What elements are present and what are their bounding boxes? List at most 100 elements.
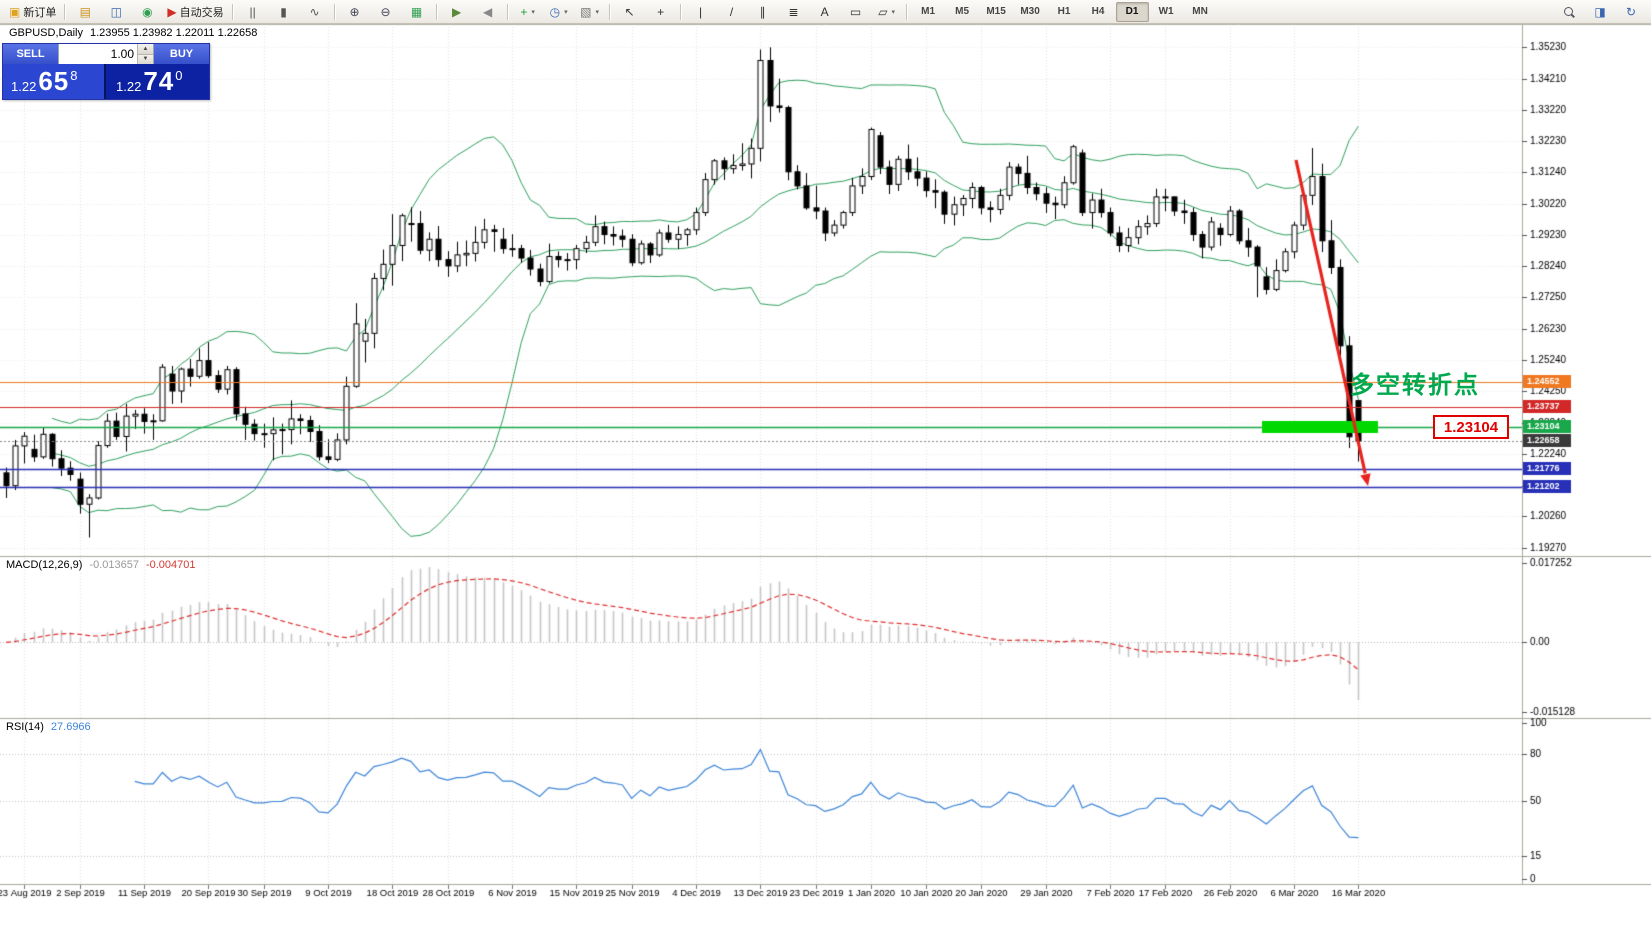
chevron-down-icon: ▾ — [564, 8, 568, 16]
timeframe-w1-button[interactable]: W1 — [1158, 6, 1174, 17]
label-icon: ▭ — [849, 4, 862, 19]
toolbar-separator — [608, 3, 611, 20]
chevron-down-icon: ▾ — [595, 8, 599, 16]
bar-chart-icon[interactable]: || — [238, 1, 268, 23]
autotrading-button[interactable]: ▶ 自动交易 — [163, 1, 227, 23]
toolbar-separator — [435, 3, 438, 20]
timeframe-d1-button[interactable]: D1 — [1115, 1, 1149, 22]
symbols-icon[interactable]: ▤ — [70, 1, 100, 23]
indicators-icon[interactable]: + ▾ — [513, 1, 543, 23]
cursor-icon[interactable]: ↖ — [615, 1, 645, 23]
timeframe-m5-button[interactable]: M5 — [955, 6, 970, 17]
zoom-in-icon[interactable]: ⊕ — [340, 1, 370, 23]
trendline-icon[interactable]: / — [717, 1, 747, 23]
zoom-out-icon[interactable]: ⊖ — [371, 1, 401, 23]
fibonacci-icon: ≣ — [788, 4, 799, 19]
volume-increase-button[interactable]: ▲ — [138, 44, 153, 55]
periods-icon: ◷ — [549, 4, 561, 19]
chart-ohlc-header: GBPUSD,Daily 1.23955 1.23982 1.22011 1.22… — [9, 27, 257, 39]
zoom-in-icon: ⊕ — [349, 4, 360, 19]
new-window-icon[interactable]: ◨ — [1585, 1, 1615, 23]
macd-signal-value: -0.004701 — [145, 559, 196, 571]
toolbar-separator — [64, 3, 67, 20]
chart-shift-icon: ◀ — [482, 4, 493, 19]
zoom-out-icon: ⊖ — [380, 4, 391, 19]
toolbar-separator — [333, 3, 336, 20]
line-chart-icon: ∿ — [309, 4, 320, 19]
label-icon[interactable]: ▭ — [841, 1, 871, 23]
toolbar-separator — [905, 3, 908, 20]
autotrading-button-label: 自动交易 — [179, 6, 224, 19]
chart-ohlc-values: 1.23955 1.23982 1.22011 1.22658 — [89, 27, 258, 39]
candlestick-chart-icon: ▮ — [280, 4, 287, 19]
rsi-name: RSI(14) — [6, 721, 44, 733]
search-icon — [1564, 6, 1574, 17]
new-order-button: ▣ — [9, 4, 21, 19]
search-icon[interactable] — [1554, 1, 1584, 23]
volume-decrease-button[interactable]: ▼ — [138, 54, 153, 64]
timeframe-m15-button[interactable]: M15 — [986, 6, 1006, 17]
indicators-icon: + — [520, 4, 528, 19]
timeframe-h1-button[interactable]: H1 — [1057, 6, 1071, 17]
profile-icon[interactable]: ◫ — [101, 1, 131, 23]
volume-stepper: ▲ ▼ — [137, 44, 153, 64]
refresh-icon: ↻ — [1625, 4, 1637, 19]
auto-scroll-icon: ▶ — [451, 4, 462, 19]
sell-price[interactable]: 1.22 65 8 — [3, 64, 104, 99]
buy-price-point: 0 — [175, 68, 183, 83]
bar-chart-icon: || — [249, 4, 256, 19]
buy-price[interactable]: 1.22 74 0 — [104, 64, 209, 99]
timeframe-m1-button[interactable]: M1 — [921, 6, 936, 17]
vertical-line-icon: | — [699, 4, 703, 19]
crosshair-icon[interactable]: + — [646, 1, 676, 23]
channel-icon: ∥ — [759, 4, 766, 19]
fibonacci-icon[interactable]: ≣ — [779, 1, 809, 23]
shapes-icon: ▱ — [878, 4, 888, 19]
toolbar-separator — [506, 3, 509, 20]
autotrading-button: ▶ — [167, 4, 177, 19]
rsi-value: 27.6966 — [50, 721, 91, 733]
vertical-line-icon[interactable]: | — [686, 1, 716, 23]
support-price-callout[interactable]: 1.23104 — [1433, 415, 1509, 439]
shapes-icon[interactable]: ▱ ▾ — [872, 1, 902, 23]
timeframe-m30-button[interactable]: M30 — [1020, 6, 1040, 17]
candlestick-chart-icon[interactable]: ▮ — [269, 1, 299, 23]
chevron-down-icon: ▾ — [531, 8, 535, 16]
rsi-indicator-label: RSI(14) 27.6966 — [6, 721, 91, 733]
volume-value[interactable]: 1.00 — [110, 47, 134, 61]
new-order-button[interactable]: ▣ 新订单 — [5, 1, 60, 23]
toolbar-separator — [231, 3, 234, 20]
profile-icon: ◫ — [110, 4, 123, 19]
refresh-icon[interactable]: ↻ — [1616, 1, 1646, 23]
timeframe-mn-button[interactable]: MN — [1192, 6, 1208, 17]
channel-icon[interactable]: ∥ — [748, 1, 778, 23]
line-chart-icon[interactable]: ∿ — [300, 1, 330, 23]
sell-price-point: 8 — [70, 68, 78, 83]
crosshair-icon: + — [657, 4, 665, 19]
sell-button[interactable]: SELL — [3, 44, 58, 64]
periods-icon[interactable]: ◷ ▾ — [544, 1, 574, 23]
macd-indicator-label: MACD(12,26,9) -0.013657 -0.004701 — [6, 559, 196, 571]
templates-icon: ▧ — [580, 4, 592, 19]
text-icon[interactable]: A — [810, 1, 840, 23]
buy-price-base: 1.22 — [116, 79, 142, 94]
macd-main-value: -0.013657 — [89, 559, 139, 571]
turning-point-annotation[interactable]: 多空转折点 — [1350, 372, 1480, 399]
new-window-icon: ◨ — [1594, 4, 1606, 19]
sell-price-base: 1.22 — [11, 79, 37, 94]
buy-price-pips: 74 — [143, 66, 175, 96]
macd-name: MACD(12,26,9) — [6, 559, 83, 571]
sound-icon[interactable]: ◉ — [132, 1, 162, 23]
timeframe-h4-button[interactable]: H4 — [1091, 6, 1105, 17]
templates-icon[interactable]: ▧ ▾ — [575, 1, 605, 23]
sound-icon: ◉ — [142, 4, 153, 19]
tile-windows-icon[interactable]: ▦ — [402, 1, 432, 23]
trendline-icon: / — [729, 4, 734, 19]
chart-shift-icon[interactable]: ◀ — [473, 1, 503, 23]
buy-button[interactable]: BUY — [154, 44, 209, 64]
cursor-icon: ↖ — [624, 4, 635, 19]
volume-field[interactable]: 1.00 ▲ ▼ — [58, 44, 154, 64]
auto-scroll-icon[interactable]: ▶ — [442, 1, 472, 23]
